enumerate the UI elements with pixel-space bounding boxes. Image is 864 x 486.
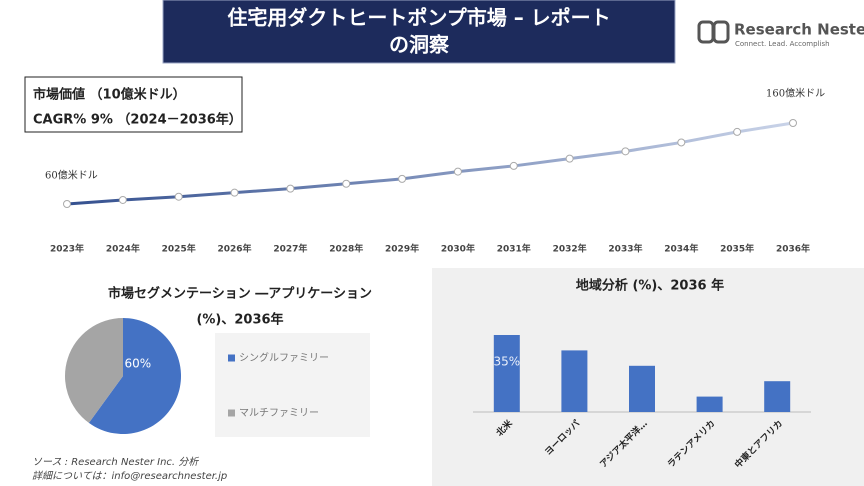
point xyxy=(677,138,686,147)
value-label: 60% xyxy=(124,357,151,371)
bar xyxy=(696,396,723,412)
bar xyxy=(493,335,520,412)
bar xyxy=(561,350,588,412)
source: ソース : Research Nester Inc. 分析 xyxy=(32,456,199,468)
value-label: 160億米ドル xyxy=(766,87,825,100)
x-tick-label: 2032年 xyxy=(553,243,587,255)
point xyxy=(453,167,462,176)
pie-slice xyxy=(65,318,123,423)
pie-title: 市場セグメンテーション ―アプリケーション xyxy=(108,286,372,302)
x-tick-label: 2028年 xyxy=(329,243,363,255)
logo-icon xyxy=(697,20,730,44)
point xyxy=(286,184,295,193)
point xyxy=(733,127,742,136)
x-tick-label: 2025年 xyxy=(162,243,196,255)
title-box xyxy=(162,0,676,64)
x-tick-label: 2023年 xyxy=(50,243,84,255)
pie-slice xyxy=(88,318,182,435)
title: の洞察 xyxy=(389,33,450,57)
x-tick-label: 2024年 xyxy=(106,243,140,255)
legend-swatch xyxy=(228,354,235,362)
x-tick-label: 2034年 xyxy=(664,243,698,255)
x-tick-label: 2026年 xyxy=(218,243,252,255)
market-value-label: 市場価値 （10億米ドル） xyxy=(33,87,186,103)
point xyxy=(230,188,239,197)
value-label: 35% xyxy=(493,355,520,369)
x-tick-label: 2033年 xyxy=(608,243,642,255)
legend-swatch xyxy=(228,409,235,417)
value-box xyxy=(24,76,243,133)
point xyxy=(118,195,127,204)
x-tick-label: 2029年 xyxy=(385,243,419,255)
x-tick-label: 2027年 xyxy=(273,243,307,255)
logo-name: Research Nester xyxy=(734,21,864,39)
x-tick-label: 2036年 xyxy=(776,243,810,255)
legend-label: マルチファミリー xyxy=(239,407,319,419)
contact: 詳細については：info@researchnester.jp xyxy=(32,470,227,482)
bar-title: 地域分析 (%)、2036 年 xyxy=(576,278,724,294)
point xyxy=(789,119,797,127)
point xyxy=(509,161,518,170)
bar xyxy=(629,365,655,412)
logo-tagline: Connect. Lead. Accomplish xyxy=(735,40,830,48)
value-label: 60億米ドル xyxy=(45,169,98,182)
x-tick-label: 2035年 xyxy=(720,243,754,255)
point xyxy=(565,154,574,163)
cagr: CAGR% 9% （2024－2036年） xyxy=(33,112,242,128)
legend-box xyxy=(215,333,370,437)
x-tick-label: 2030年 xyxy=(441,243,475,255)
title: 住宅用ダクトヒートポンプ市場 – レポート xyxy=(227,6,610,30)
point xyxy=(621,147,630,156)
point xyxy=(174,192,183,201)
point xyxy=(63,200,71,208)
point xyxy=(398,174,407,183)
legend-label: シングルファミリー xyxy=(239,351,329,364)
point xyxy=(342,179,351,188)
pie-title: (%)、2036年 xyxy=(196,312,283,328)
line xyxy=(66,121,794,206)
x-tick-label: 2031年 xyxy=(497,243,531,255)
bar xyxy=(764,381,791,412)
